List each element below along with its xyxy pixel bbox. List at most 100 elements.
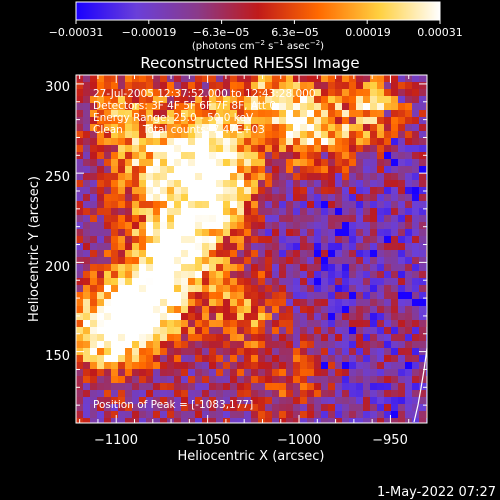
heatmap-cell [174,320,182,328]
heatmap-cell [174,187,182,195]
heatmap-cell [307,362,315,370]
heatmap-cell [328,131,336,139]
heatmap-cell [300,173,308,181]
heatmap-cell [377,75,385,83]
heatmap-cell [153,131,161,139]
heatmap-cell [83,334,91,342]
heatmap-cell [258,285,266,293]
heatmap-cell [90,369,98,377]
heatmap-cell [83,355,91,363]
heatmap-cell [377,257,385,265]
heatmap-cell [342,320,350,328]
heatmap-cell [328,390,336,398]
heatmap-cell [419,166,427,174]
heatmap-cell [300,215,308,223]
heatmap-cell [279,327,287,335]
heatmap-cell [363,208,371,216]
heatmap-cell [258,159,266,167]
heatmap-cell [342,383,350,391]
heatmap-cell [223,110,231,118]
heatmap-cell [391,110,399,118]
heatmap-cell [181,236,189,244]
heatmap-cell [188,180,196,188]
heatmap-cell [335,299,343,307]
heatmap-cell [181,376,189,384]
heatmap-cell [111,264,119,272]
heatmap-cell [90,362,98,370]
colorbar-tick-label-3: 6.3e−05 [271,26,318,39]
heatmap-cell [230,201,238,209]
heatmap-cell [265,397,273,405]
heatmap-cell [132,229,140,237]
heatmap-cell [132,117,140,125]
heatmap-cell [139,124,147,132]
heatmap-cell [293,145,301,153]
heatmap-cell [160,390,168,398]
heatmap-cell [398,411,406,419]
heatmap-cell [335,376,343,384]
heatmap-cell [265,404,273,412]
heatmap-cell [307,117,315,125]
heatmap-cell [174,355,182,363]
heatmap-cell [293,397,301,405]
heatmap-cell [174,341,182,349]
heatmap-cell [286,194,294,202]
heatmap-cell [90,271,98,279]
heatmap-cell [272,418,280,423]
heatmap-cell [97,299,105,307]
heatmap-cell [90,75,98,83]
heatmap-cell [272,292,280,300]
heatmap-cell [188,243,196,251]
heatmap-cell [321,250,329,258]
heatmap-cell [209,138,217,146]
heatmap-cell [139,82,147,90]
heatmap-cell [377,334,385,342]
heatmap-cell [391,243,399,251]
heatmap-cell [370,215,378,223]
heatmap-cell [300,362,308,370]
heatmap-cell [328,320,336,328]
heatmap-cell [76,250,84,258]
heatmap-cell [307,89,315,97]
heatmap-cell [349,117,357,125]
heatmap-cell [195,348,203,356]
heatmap-cell [412,341,420,349]
heatmap-cell [349,369,357,377]
heatmap-cell [83,411,91,419]
heatmap-cell [111,278,119,286]
heatmap-cell [314,320,322,328]
heatmap-cell [286,236,294,244]
heatmap-cell [146,390,154,398]
heatmap-cell [377,159,385,167]
heatmap-cell [160,334,168,342]
heatmap-cell [286,299,294,307]
heatmap-cell [146,278,154,286]
heatmap-cell [181,145,189,153]
heatmap-cell [384,89,392,97]
heatmap-cell [405,327,413,335]
heatmap-cell [125,124,133,132]
heatmap-cell [125,82,133,90]
heatmap-cell [328,250,336,258]
heatmap-cell [412,299,420,307]
heatmap-cell [370,180,378,188]
heatmap-cell [384,306,392,314]
heatmap-cell [111,369,119,377]
heatmap-cell [265,89,273,97]
heatmap-cell [293,124,301,132]
heatmap-cell [398,250,406,258]
heatmap-cell [104,292,112,300]
heatmap-cell [97,369,105,377]
heatmap-cell [209,348,217,356]
heatmap-cell [356,215,364,223]
heatmap-cell [223,404,231,412]
heatmap-cell [181,271,189,279]
heatmap-cell [342,201,350,209]
heatmap-cell [286,222,294,230]
heatmap-cell [328,236,336,244]
heatmap-cell [328,124,336,132]
heatmap-cell [328,180,336,188]
heatmap-cell [244,397,252,405]
heatmap-cell [391,278,399,286]
heatmap-cell [223,152,231,160]
